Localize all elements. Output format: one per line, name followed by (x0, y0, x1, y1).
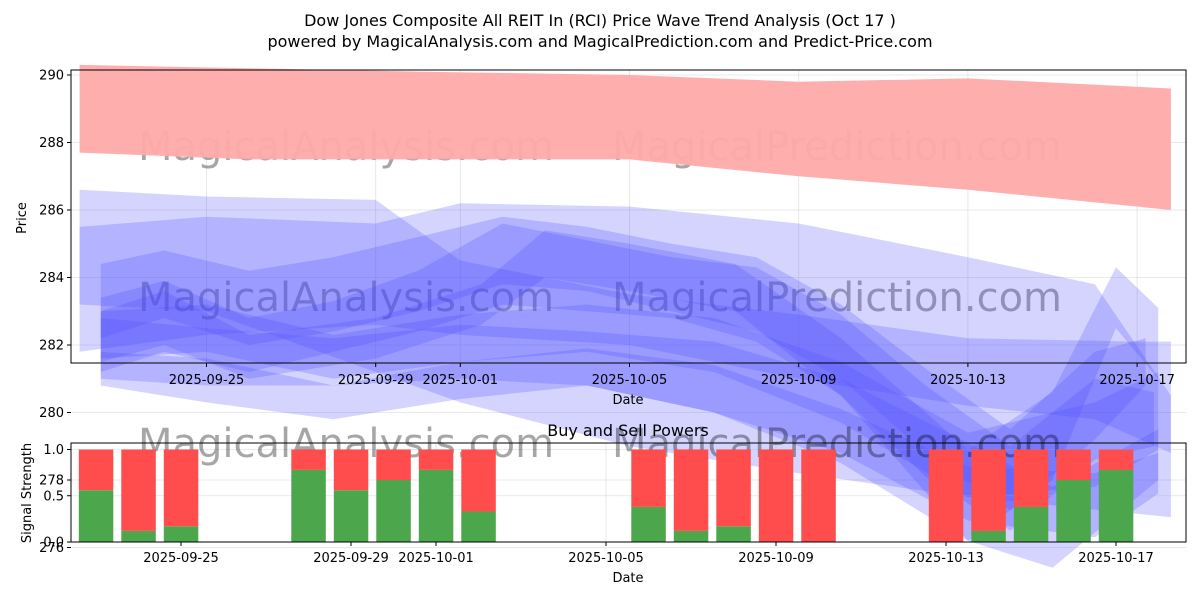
price-y-tick-label: 278 (39, 474, 64, 489)
wave-band-wave-3 (100, 223, 1154, 531)
price-x-tick-label: 2025-10-17 (1099, 373, 1175, 388)
buy-bar (418, 469, 454, 542)
sell-bar (333, 449, 369, 491)
wave-band-wave-4 (100, 216, 1146, 511)
signal-x-tick-label: 2025-10-05 (568, 551, 644, 566)
sell-bar (801, 449, 836, 542)
buy-bar (78, 490, 114, 542)
sell-bar (716, 449, 751, 527)
price-x-tick-label: 2025-09-25 (169, 373, 245, 388)
sell-bar (78, 449, 114, 491)
sell-bar (758, 449, 794, 542)
sell-bar (673, 449, 709, 531)
price-x-tick-label: 2025-10-13 (930, 373, 1006, 388)
price-x-label: Date (612, 393, 643, 408)
price-bands (79, 64, 1171, 568)
signal-y-axis: 0.0 0.5 1.0 (43, 443, 71, 551)
price-x-tick-label: 2025-09-29 (338, 373, 414, 388)
wave-band-wave-8 (100, 304, 1159, 497)
signal-x-tick-label: 2025-09-25 (143, 551, 219, 566)
signal-y-tick-label: 0.5 (43, 489, 64, 504)
sell-bar (163, 449, 199, 527)
sell-bar (1013, 449, 1049, 507)
buy-bar (1013, 506, 1049, 542)
price-y-tick-label: 290 (39, 69, 64, 84)
sell-bar (1098, 449, 1134, 470)
price-plot-frame (70, 69, 1187, 364)
watermark-prediction-bottom: MagicalPrediction.com (612, 275, 1062, 321)
buy-bar (1056, 480, 1091, 542)
buy-bar (631, 506, 666, 542)
signal-x-tick-label: 2025-10-09 (738, 551, 814, 566)
buy-bar (1098, 469, 1134, 542)
sell-bar (631, 449, 666, 507)
signal-x-axis: 2025-09-25 2025-09-29 2025-10-01 2025-10-05… (143, 542, 1154, 566)
sell-bar (971, 449, 1006, 531)
price-x-tick-label: 2025-10-09 (761, 373, 837, 388)
signal-x-tick-label: 2025-10-01 (398, 551, 474, 566)
sell-bar (418, 449, 454, 470)
price-y-tick-label: 280 (39, 406, 64, 421)
signal-x-tick-label: 2025-09-29 (313, 551, 389, 566)
signal-panel: Buy and Sell Powers MagicalAnalysis.com … (20, 421, 1187, 586)
price-y-label: Price (15, 202, 30, 234)
sell-bar (461, 449, 496, 512)
buy-bar (376, 480, 411, 542)
price-y-tick-label: 284 (39, 271, 64, 286)
price-panel: MagicalAnalysis.com MagicalPrediction.co… (15, 64, 1187, 568)
signal-bars (78, 449, 1134, 542)
buy-bar (971, 530, 1006, 542)
price-x-tick-label: 2025-10-01 (423, 373, 499, 388)
signal-title: Buy and Sell Powers (547, 421, 709, 440)
sell-bar (376, 449, 411, 480)
red-band (79, 64, 1171, 211)
buy-bar (291, 469, 326, 542)
sell-bar (928, 449, 964, 542)
signal-y-label: Signal Strength (20, 443, 35, 543)
chart-title-line1: Dow Jones Composite All REIT In (RCI) Pr… (304, 11, 896, 30)
price-y-axis: 276 278 280 282 284 286 288 290 (39, 69, 71, 556)
signal-y-tick-label: 0.0 (43, 536, 64, 551)
buy-bar (163, 526, 199, 542)
signal-plot-frame (70, 442, 1187, 543)
signal-x-label: Date (612, 571, 643, 586)
buy-bar (333, 490, 369, 542)
wave-band-wave-7 (100, 348, 1159, 538)
buy-bar (673, 530, 709, 542)
price-x-tick-label: 2025-10-05 (592, 373, 668, 388)
price-y-tick-label: 286 (39, 204, 64, 219)
buy-bar (716, 526, 751, 542)
price-y-tick-label: 276 (39, 541, 64, 556)
wave-band-wave-2 (79, 203, 1171, 453)
wave-band-wave-5 (100, 318, 1159, 568)
buy-bar (121, 530, 156, 542)
price-y-tick-label: 282 (39, 339, 64, 354)
chart-title-line2: powered by MagicalAnalysis.com and Magic… (267, 32, 932, 51)
sell-bar (291, 449, 326, 470)
watermark-analysis-bottom: MagicalAnalysis.com (138, 275, 554, 321)
price-y-tick-label: 288 (39, 136, 64, 151)
wave-band-wave-1 (79, 189, 1171, 518)
signal-y-tick-label: 1.0 (43, 443, 64, 458)
price-x-axis: 2025-09-25 2025-09-29 2025-10-01 2025-10-05… (169, 363, 1175, 388)
signal-x-tick-label: 2025-10-17 (1078, 551, 1154, 566)
signal-x-tick-label: 2025-10-13 (908, 551, 984, 566)
buy-bar (461, 511, 496, 542)
sell-bar (1056, 449, 1091, 480)
sell-bar (121, 449, 156, 531)
